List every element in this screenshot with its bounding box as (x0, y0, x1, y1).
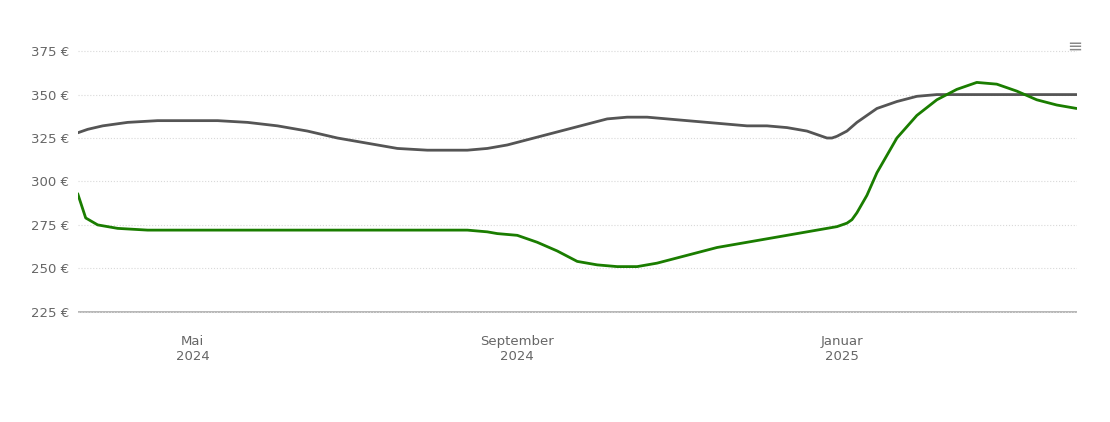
Text: ≡: ≡ (1067, 38, 1082, 56)
